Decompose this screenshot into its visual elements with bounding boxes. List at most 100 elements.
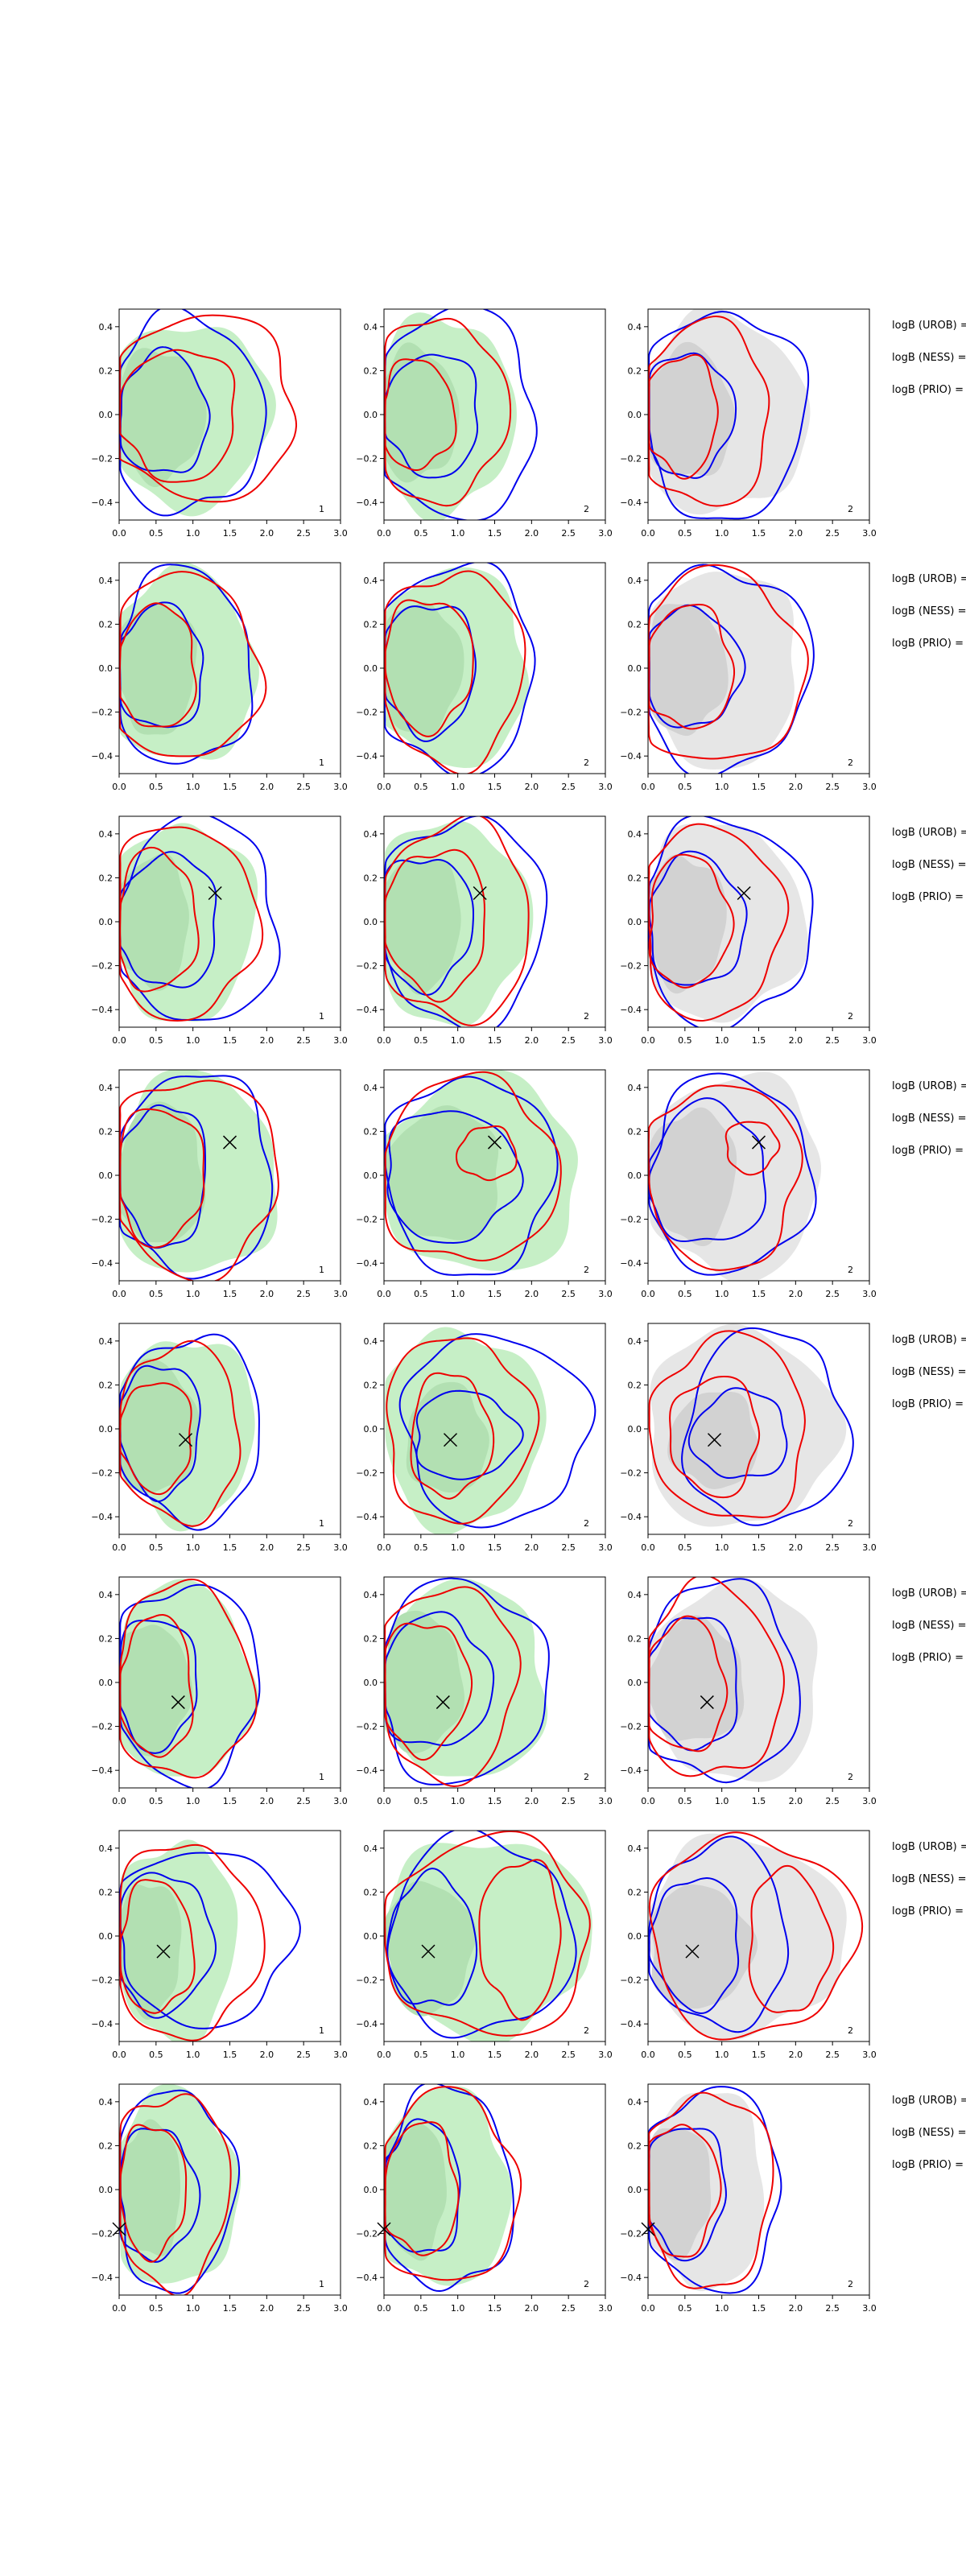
logb-label: logB (PRIO) = — [892, 2159, 964, 2171]
filled-region-inner — [120, 1358, 200, 1493]
y-tick-label: 0.4 — [364, 829, 378, 840]
red-contour — [648, 1084, 803, 1271]
x-tick-label: 0.0 — [641, 1796, 655, 1806]
logb-label: logB (NESS) = — [892, 859, 966, 871]
y-tick-label: 0.2 — [628, 619, 642, 630]
x-tick-label: 1.5 — [752, 1796, 766, 1806]
blue-contour — [687, 1387, 788, 1479]
y-tick-label: −0.2 — [620, 2229, 642, 2240]
logb-label: logB (UROB) = — [892, 320, 966, 332]
y-tick-label: −0.2 — [620, 454, 642, 464]
y-tick-label: 0.0 — [99, 1170, 114, 1181]
x-tick-label: 0.0 — [112, 1035, 126, 1046]
y-tick-label: 0.2 — [364, 1887, 378, 1897]
red-contour — [648, 1615, 729, 1752]
figure-row: 0.0 0.5 1.0 1.5 2.0 2.5 3.00.40.20.0−0.2−0.410… — [91, 1323, 966, 1553]
x-tick-label: 2.5 — [561, 528, 576, 539]
x-tick-label: 3.0 — [862, 1796, 877, 1806]
filled-region-inner — [385, 602, 464, 737]
filled-region-inner — [385, 1610, 464, 1754]
y-tick-label: 0.0 — [99, 1931, 114, 1942]
x-tick-label: 0.0 — [377, 2050, 391, 2060]
x-tick-label: 1.5 — [488, 2050, 502, 2060]
x-tick-label: 1.0 — [186, 1289, 200, 1299]
x-tick-label: 2.0 — [260, 1796, 275, 1806]
y-tick-label: −0.2 — [91, 1215, 113, 1225]
figure-row: 0.0 0.5 1.0 1.5 2.0 2.5 3.00.40.20.0−0.2−0.410… — [91, 562, 966, 792]
x-tick-label: 2.0 — [260, 528, 275, 539]
truth-marker — [443, 1433, 458, 1447]
x-tick-label: 1.0 — [186, 528, 200, 539]
x-tick-label: 0.5 — [149, 528, 163, 539]
y-tick-label: 0.4 — [364, 1843, 378, 1854]
x-tick-label: 1.5 — [752, 1542, 766, 1553]
y-tick-label: 0.2 — [364, 1126, 378, 1137]
x-tick-label: 2.0 — [525, 528, 539, 539]
logb-label: logB (UROB) = — [892, 573, 966, 585]
x-tick-label: 3.0 — [333, 1796, 348, 1806]
x-tick-label: 2.0 — [789, 1796, 803, 1806]
y-tick-label: −0.4 — [356, 1765, 378, 1776]
x-tick-label: 0.5 — [414, 1289, 428, 1299]
panel-plot-area — [119, 1578, 261, 1788]
y-tick-label: −0.4 — [356, 497, 378, 508]
y-tick-label: 0.2 — [364, 873, 378, 883]
y-tick-label: −0.4 — [356, 2019, 378, 2029]
y-tick-label: 0.0 — [99, 410, 114, 420]
y-tick-label: 0.0 — [628, 1931, 642, 1942]
x-tick-label: 1.5 — [223, 2303, 237, 2314]
y-tick-label: −0.2 — [91, 961, 113, 972]
x-tick-label: 2.0 — [525, 1289, 539, 1299]
y-tick-label: −0.2 — [620, 1215, 642, 1225]
x-tick-label: 1.5 — [752, 1035, 766, 1046]
panel-number: 2 — [848, 1011, 853, 1022]
y-tick-label: −0.2 — [91, 2229, 113, 2240]
logb-label: logB (PRIO) = — [892, 1652, 964, 1664]
x-tick-label: 2.0 — [525, 1796, 539, 1806]
x-tick-label: 2.0 — [260, 2303, 275, 2314]
y-tick-label: 0.4 — [364, 322, 378, 332]
filled-region-inner — [119, 1101, 206, 1243]
x-tick-label: 0.5 — [414, 2050, 428, 2060]
x-tick-label: 2.0 — [525, 2303, 539, 2314]
y-tick-label: −0.4 — [91, 2019, 113, 2029]
y-tick-label: 0.0 — [628, 1170, 642, 1181]
x-tick-label: 3.0 — [333, 1542, 348, 1553]
x-tick-label: 1.0 — [715, 782, 729, 792]
x-tick-label: 1.0 — [186, 782, 200, 792]
figure-row: 0.0 0.5 1.0 1.5 2.0 2.5 3.00.40.20.0−0.2−0.410… — [91, 1830, 966, 2060]
y-tick-label: −0.4 — [91, 2273, 113, 2283]
x-tick-label: 2.5 — [825, 1289, 840, 1299]
truth-marker — [421, 1944, 436, 1959]
x-tick-label: 3.0 — [598, 1289, 613, 1299]
red-contour — [648, 823, 790, 1022]
x-tick-label: 0.5 — [149, 1796, 163, 1806]
x-tick-label: 1.0 — [186, 2050, 200, 2060]
x-tick-label: 1.0 — [451, 528, 465, 539]
x-tick-label: 1.0 — [186, 1542, 200, 1553]
y-tick-label: 0.0 — [628, 1678, 642, 1688]
x-tick-label: 0.5 — [149, 2303, 163, 2314]
y-tick-label: −0.2 — [356, 454, 378, 464]
truth-marker — [178, 1433, 193, 1447]
red-contour — [384, 1831, 591, 2037]
filled-region-inner — [650, 1885, 758, 2009]
y-tick-label: 0.0 — [99, 2185, 114, 2195]
x-tick-label: 0.0 — [377, 528, 391, 539]
panel-plot-area — [385, 1327, 597, 1534]
x-tick-label: 1.5 — [488, 2303, 502, 2314]
y-tick-label: 0.2 — [99, 1126, 114, 1137]
panel-number: 2 — [848, 2279, 853, 2289]
x-tick-label: 2.0 — [789, 1542, 803, 1553]
red-contour — [119, 314, 298, 503]
panel-plot-area — [119, 563, 267, 765]
y-tick-label: 0.4 — [99, 576, 114, 586]
truth-marker — [737, 886, 751, 901]
y-tick-label: 0.2 — [628, 873, 642, 883]
y-tick-label: 0.4 — [99, 1590, 114, 1600]
red-contour — [384, 848, 485, 1003]
red-contour — [386, 1337, 540, 1525]
panel-number: 2 — [584, 1518, 589, 1529]
x-tick-label: 2.5 — [561, 1035, 576, 1046]
